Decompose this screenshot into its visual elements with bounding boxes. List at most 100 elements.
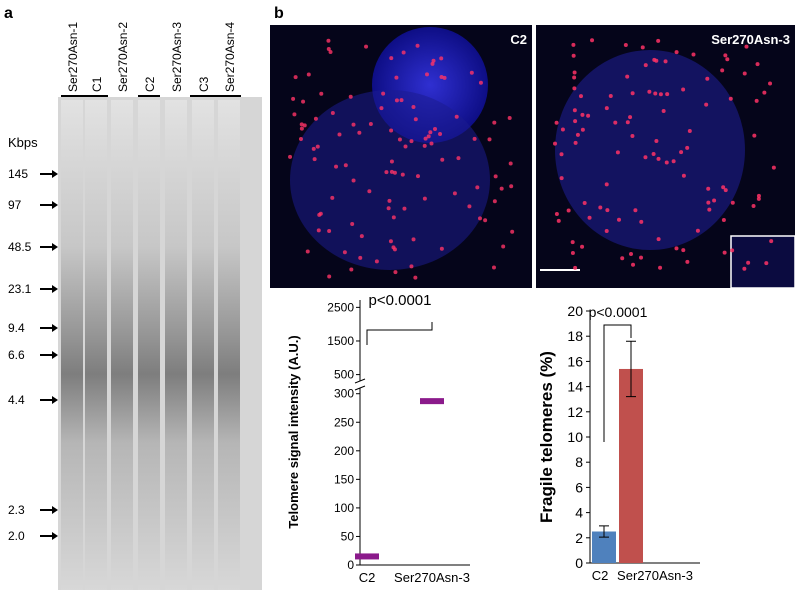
telomere-spot [681,173,686,178]
x-tick-label: C2 [359,570,376,585]
telomere-spot [291,96,296,101]
telomere-spot [664,160,669,165]
telomere-spot [442,75,447,80]
telomere-spot [573,265,578,270]
telomere-spot [492,199,497,204]
telomere-spot [424,72,429,77]
telomere-spot [399,98,404,103]
telomere-spot [311,146,316,151]
telomere-spot [681,248,686,253]
telomere-spot [671,159,676,164]
telomere-spot [439,56,444,61]
telomere-spot [327,229,332,234]
telomere-spot [467,204,472,209]
telomere-spot [439,246,444,251]
telomere-spot [720,68,725,73]
size-marker: 145 [8,167,28,181]
telomere-spot [403,144,408,149]
telomere-spot [429,141,434,146]
telomere-spot [560,127,565,132]
telomere-spot [722,250,727,255]
telomere-spot [604,106,609,111]
telomere-spot [652,57,657,62]
telomere-spot [658,92,663,97]
telomere-spot [374,259,379,264]
telomere-spot [571,42,576,47]
telomere-spot [402,206,407,211]
telomere-spot [384,170,389,175]
telomere-spot [359,234,364,239]
y-tick-label: 4 [575,505,583,521]
telomere-spot [319,91,324,96]
telomere-spot [691,52,696,57]
telomere-spot [643,155,648,160]
significance-bracket [603,324,632,442]
image-label: C2 [510,32,527,47]
telomere-spot [330,110,335,115]
telomere-spot [573,140,578,145]
telomere-spot [318,211,323,216]
size-marker: 9.4 [8,321,25,335]
y-axis-label: Telomere signal intensity (A.U.) [286,335,301,528]
telomere-spot [415,43,420,48]
telomere-spot [587,215,592,220]
telomere-spot [411,104,416,109]
telomere-spot [723,188,728,193]
x-tick-label: Ser270Asn-3 [394,570,470,585]
telomere-spot [631,262,636,267]
marker-arrowhead [52,396,58,404]
telomere-spot [381,91,386,96]
panel-label: a [4,5,13,22]
telomere-spot [580,244,585,249]
telomere-spot [643,63,648,68]
telomere-spot [656,38,661,43]
telomere-spot [712,198,717,203]
telomere-spot [742,71,747,76]
telomere-spot [508,161,513,166]
telomere-spot [426,134,431,139]
telomere-spot [771,165,776,170]
telomere-spot [685,145,690,150]
gel-lane [61,100,83,590]
marker-arrowhead [52,243,58,251]
y-axis-label: Fragile telomeres (%) [537,351,556,523]
marker-arrowhead [52,201,58,209]
telomere-spot [478,216,483,221]
telomere-spot [493,174,498,179]
telomere-spot [572,70,577,75]
marker-arrowhead [52,170,58,178]
telomere-spot [430,61,435,66]
telomere-spot [456,156,461,161]
telomere-spot [313,116,318,121]
telomere-spot [302,123,307,128]
telomere-spot [401,50,406,55]
telomere-spot [630,91,635,96]
metaphase [555,50,745,250]
annotation: p<0.0001 [589,304,648,320]
image-label: Ser270Asn-3 [711,32,790,47]
telomere-spot [707,207,712,212]
telomere-spot [742,266,747,271]
telomere-spot [379,106,384,111]
telomere-spot [554,211,559,216]
y-tick-label: 300 [334,387,354,401]
telomere-spot [452,191,457,196]
telomere-spot [491,265,496,270]
telomere-spot [492,120,497,125]
telomere-spot [556,218,561,223]
telomere-spot [510,229,515,234]
telomere-spot [501,244,506,249]
size-marker: 2.3 [8,503,25,517]
axis-break [354,378,366,384]
telomere-spot [387,198,392,203]
annotation: p<0.0001 [369,292,432,309]
telomere-spot [572,75,577,80]
gel-lane [218,100,240,590]
telomere-spot [639,219,644,224]
telomere-spot [590,38,595,43]
telomere-spot [723,53,728,58]
telomere-spot [389,56,394,61]
telomere-spot [388,239,393,244]
y-tick-label: 16 [567,353,583,369]
